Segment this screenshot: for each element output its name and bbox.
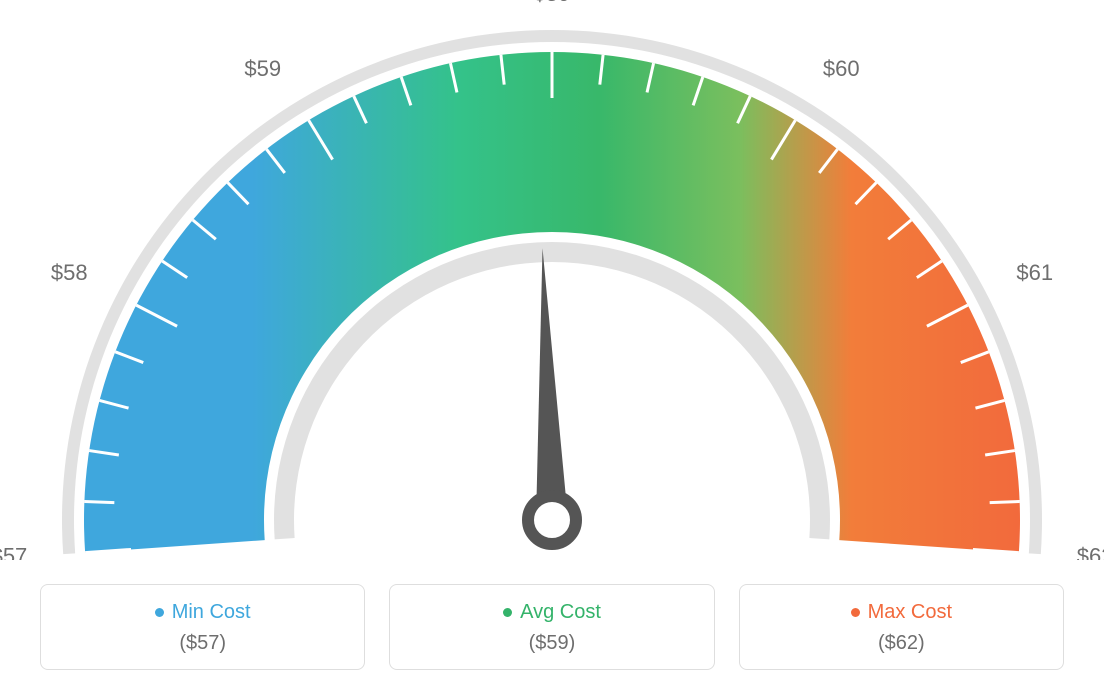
legend-value-max: ($62) [750, 632, 1053, 655]
legend-row: Min Cost ($57) Avg Cost ($59) Max Cost (… [40, 584, 1064, 670]
legend-dot-min [155, 608, 164, 617]
legend-card-min: Min Cost ($57) [40, 584, 365, 670]
legend-title-avg: Avg Cost [503, 601, 601, 624]
legend-title-min: Min Cost [155, 601, 251, 624]
gauge-svg: $57 $58 $59 $59 $60 $61 $62 [0, 0, 1104, 560]
legend-dot-avg [503, 608, 512, 617]
legend-card-avg: Avg Cost ($59) [389, 584, 714, 670]
legend-value-min: ($57) [51, 632, 354, 655]
svg-text:$58: $58 [51, 260, 88, 285]
legend-card-max: Max Cost ($62) [739, 584, 1064, 670]
legend-value-avg: ($59) [400, 632, 703, 655]
legend-dot-max [851, 608, 860, 617]
svg-text:$62: $62 [1077, 544, 1104, 560]
svg-text:$60: $60 [823, 56, 860, 81]
legend-label-avg: Avg Cost [520, 601, 601, 624]
svg-text:$57: $57 [0, 544, 27, 560]
svg-text:$59: $59 [244, 56, 281, 81]
legend-label-min: Min Cost [172, 601, 251, 624]
legend-label-max: Max Cost [868, 601, 952, 624]
svg-text:$61: $61 [1016, 260, 1053, 285]
svg-text:$59: $59 [534, 0, 571, 6]
gauge-chart: $57 $58 $59 $59 $60 $61 $62 [0, 0, 1104, 560]
legend-title-max: Max Cost [851, 601, 952, 624]
